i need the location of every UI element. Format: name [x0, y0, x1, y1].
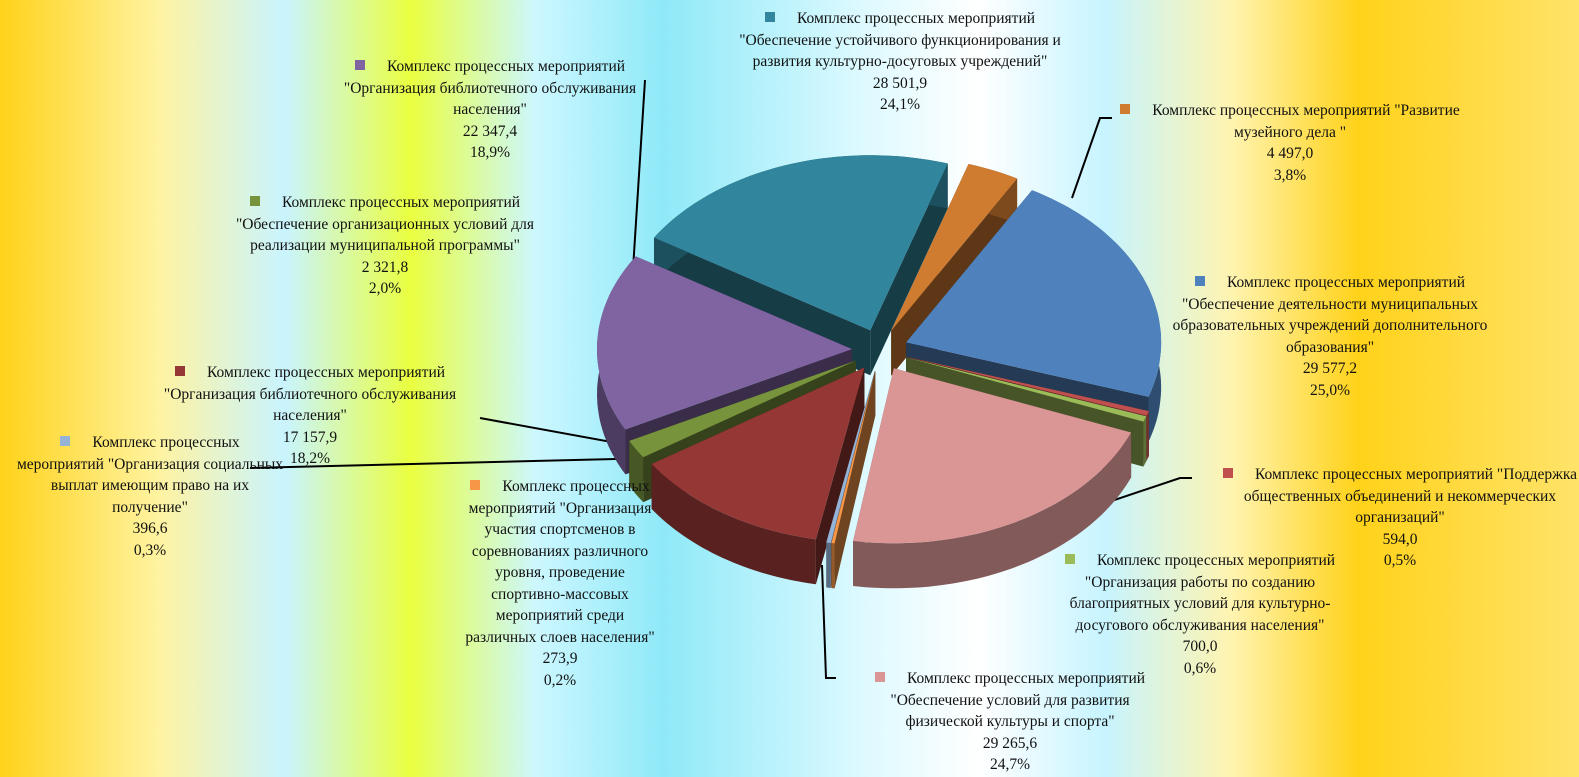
- percent-label: 0,3%: [134, 542, 166, 559]
- legend-marker: [355, 60, 365, 70]
- slice-side: [1147, 411, 1149, 461]
- legend-marker: [1195, 276, 1205, 286]
- page: Комплекс процессных мероприятий "Обеспеч…: [0, 0, 1579, 777]
- percent-label: 0,2%: [544, 672, 576, 689]
- value-label: 17 157,9: [283, 429, 337, 446]
- value-label: 29 265,6: [983, 735, 1037, 752]
- pie: [597, 155, 1161, 588]
- slice-side: [831, 543, 834, 588]
- percent-label: 2,0%: [369, 280, 401, 297]
- value-label: 4 497,0: [1267, 145, 1314, 162]
- data-label: Комплекс процессных мероприятий "Организ…: [140, 362, 480, 470]
- percent-label: 25,0%: [1310, 382, 1350, 399]
- category-label: Комплекс процессных мероприятий "Обеспеч…: [236, 194, 534, 254]
- value-label: 2 321,8: [362, 259, 409, 276]
- data-label: Комплекс процессных мероприятий "Организ…: [1040, 550, 1360, 679]
- data-label: Комплекс процессных мероприятий "Организ…: [310, 56, 670, 164]
- data-label: Комплекс процессных мероприятий "Обеспеч…: [860, 668, 1160, 776]
- value-label: 29 577,2: [1303, 360, 1357, 377]
- percent-label: 0,5%: [1384, 552, 1416, 569]
- legend-marker: [1223, 468, 1233, 478]
- value-label: 396,6: [133, 520, 168, 537]
- category-label: Комплекс процессных мероприятий "Организ…: [164, 364, 456, 424]
- legend-marker: [765, 12, 775, 22]
- legend-marker: [470, 480, 480, 490]
- category-label: Комплекс процессных мероприятий "Обеспеч…: [739, 10, 1061, 70]
- value-label: 28 501,9: [873, 75, 927, 92]
- category-label: Комплекс процессных мероприятий "Организ…: [465, 478, 654, 646]
- category-label: Комплекс процессных мероприятий "Обеспеч…: [890, 670, 1145, 730]
- data-label: Комплекс процессных мероприятий "Развити…: [1110, 100, 1470, 186]
- category-label: Комплекс процессных мероприятий "Обеспеч…: [1173, 274, 1488, 356]
- data-label: Комплекс процессных мероприятий "Организ…: [460, 476, 660, 691]
- data-label: Комплекс процессных мероприятий "Обеспеч…: [215, 192, 555, 300]
- legend-marker: [60, 436, 70, 446]
- percent-label: 24,1%: [880, 96, 920, 113]
- leader-line: [1072, 118, 1112, 198]
- value-label: 700,0: [1183, 638, 1218, 655]
- percent-label: 0,6%: [1184, 660, 1216, 677]
- legend-marker: [250, 196, 260, 206]
- percent-label: 18,2%: [290, 450, 330, 467]
- percent-label: 3,8%: [1274, 167, 1306, 184]
- legend-marker: [1120, 104, 1130, 114]
- category-label: Комплекс процессных мероприятий "Поддерж…: [1244, 466, 1577, 526]
- value-label: 22 347,4: [463, 123, 517, 140]
- value-label: 273,9: [543, 650, 578, 667]
- value-label: 594,0: [1383, 531, 1418, 548]
- legend-marker: [1065, 554, 1075, 564]
- percent-label: 24,7%: [990, 756, 1030, 773]
- category-label: Комплекс процессных мероприятий "Организ…: [344, 58, 636, 118]
- data-label: Комплекс процессных мероприятий "Обеспеч…: [1150, 272, 1510, 401]
- category-label: Комплекс процессных мероприятий "Организ…: [1070, 552, 1335, 634]
- percent-label: 18,9%: [470, 144, 510, 161]
- category-label: Комплекс процессных мероприятий "Развити…: [1152, 102, 1460, 141]
- slice-side: [826, 542, 831, 588]
- legend-marker: [875, 672, 885, 682]
- data-label: Комплекс процессных мероприятий "Обеспеч…: [720, 8, 1080, 116]
- legend-marker: [175, 366, 185, 376]
- slice-side: [1143, 416, 1146, 466]
